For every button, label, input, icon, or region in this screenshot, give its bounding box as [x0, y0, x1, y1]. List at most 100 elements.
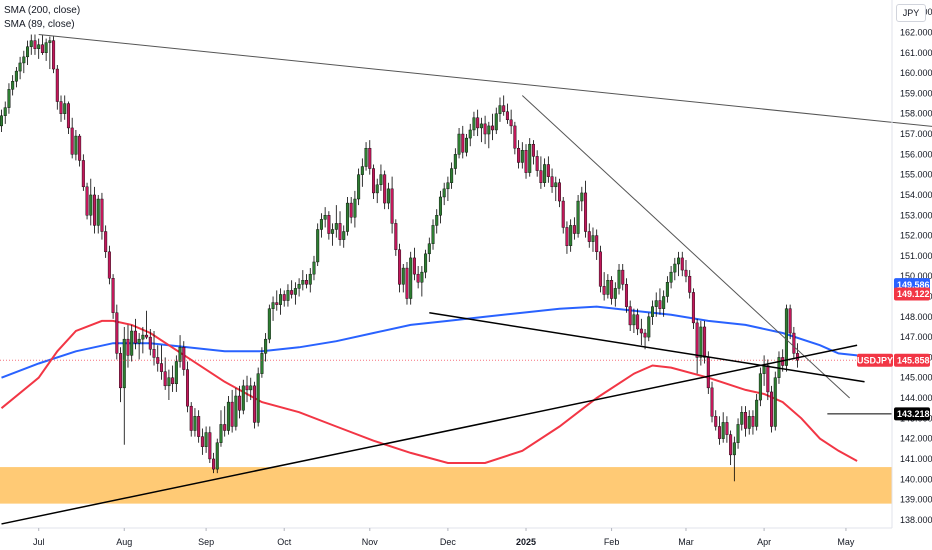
candle[interactable] [424, 249, 428, 279]
candle[interactable] [267, 304, 271, 344]
candle[interactable] [610, 276, 614, 305]
candle[interactable] [349, 196, 353, 224]
candle[interactable] [345, 196, 349, 236]
candle[interactable] [26, 40, 30, 65]
candle[interactable] [602, 272, 606, 301]
candle[interactable] [368, 140, 372, 175]
candle[interactable] [721, 412, 725, 443]
candle[interactable] [312, 255, 316, 281]
candle[interactable] [178, 335, 182, 368]
candle[interactable] [89, 178, 93, 226]
candle[interactable] [37, 38, 41, 59]
candle[interactable] [319, 213, 323, 238]
candle[interactable] [390, 176, 394, 234]
candle[interactable] [528, 138, 532, 177]
candle[interactable] [185, 361, 189, 413]
candle[interactable] [531, 140, 535, 165]
candle[interactable] [517, 140, 521, 169]
candle[interactable] [669, 266, 673, 289]
candle[interactable] [182, 341, 186, 376]
candle[interactable] [174, 355, 178, 392]
candle[interactable] [163, 357, 167, 390]
candle[interactable] [773, 371, 777, 431]
candle[interactable] [643, 328, 647, 350]
candle[interactable] [699, 320, 703, 366]
candle[interactable] [212, 452, 216, 474]
candle[interactable] [758, 367, 762, 407]
candle[interactable] [580, 186, 584, 212]
candle[interactable] [732, 436, 736, 482]
candle[interactable] [688, 270, 692, 299]
candle[interactable] [219, 410, 223, 447]
candle[interactable] [383, 170, 387, 210]
candle[interactable] [226, 396, 230, 435]
candle[interactable] [472, 111, 476, 137]
candle[interactable] [617, 264, 621, 295]
candle[interactable] [539, 156, 543, 189]
candle[interactable] [100, 192, 104, 240]
price-axis[interactable]: 138.000139.000140.000141.000142.000143.0… [900, 7, 932, 525]
candle[interactable] [22, 50, 26, 74]
candle[interactable] [457, 127, 461, 159]
candle[interactable] [591, 227, 595, 252]
candle[interactable] [282, 290, 286, 307]
candle[interactable] [241, 379, 245, 415]
candle[interactable] [673, 257, 677, 281]
candle[interactable] [301, 270, 305, 291]
candle[interactable] [420, 266, 424, 297]
candle[interactable] [386, 182, 390, 210]
candle[interactable] [7, 83, 11, 114]
candle[interactable] [416, 266, 420, 289]
candle[interactable] [29, 34, 33, 55]
trendline-rising-support[interactable] [1, 344, 858, 525]
candle[interactable] [654, 292, 658, 317]
candle[interactable] [744, 406, 748, 437]
candle[interactable] [565, 221, 569, 254]
candle[interactable] [639, 318, 643, 346]
candle[interactable] [338, 211, 342, 246]
candle[interactable] [145, 310, 149, 340]
candle[interactable] [740, 406, 744, 431]
candle[interactable] [584, 180, 588, 238]
candle[interactable] [204, 426, 208, 453]
candle[interactable] [40, 34, 44, 55]
candle[interactable] [208, 426, 212, 464]
candle[interactable] [375, 178, 379, 204]
candle[interactable] [520, 142, 524, 169]
candle[interactable] [491, 113, 495, 141]
candle[interactable] [364, 142, 368, 171]
candle[interactable] [316, 223, 320, 267]
candle[interactable] [130, 324, 134, 362]
legend-sma200[interactable]: SMA (200, close) [4, 5, 81, 16]
candle[interactable] [550, 168, 554, 193]
candle[interactable] [357, 168, 361, 206]
candle[interactable] [729, 430, 733, 466]
candle[interactable] [680, 251, 684, 277]
candle[interactable] [401, 264, 405, 293]
candle[interactable] [695, 318, 699, 374]
candle[interactable] [572, 217, 576, 240]
candle[interactable] [297, 278, 301, 297]
candle[interactable] [293, 282, 297, 305]
candle[interactable] [260, 347, 264, 378]
candle[interactable] [628, 300, 632, 332]
candle[interactable] [137, 333, 141, 360]
candle[interactable] [141, 326, 145, 354]
candle[interactable] [245, 375, 249, 403]
candle[interactable] [327, 211, 331, 240]
candle[interactable] [74, 129, 78, 161]
candle[interactable] [152, 331, 156, 366]
candle[interactable] [398, 243, 402, 293]
candle[interactable] [133, 318, 137, 350]
candle[interactable] [792, 326, 796, 360]
candle[interactable] [651, 300, 655, 325]
candle[interactable] [632, 308, 636, 334]
currency-label[interactable]: JPY [896, 4, 926, 22]
candle[interactable] [498, 97, 502, 122]
candle[interactable] [483, 115, 487, 145]
candle[interactable] [234, 387, 238, 431]
candle[interactable] [505, 103, 509, 124]
candle[interactable] [353, 190, 357, 228]
trendline-dec-low-descending[interactable] [429, 311, 865, 383]
